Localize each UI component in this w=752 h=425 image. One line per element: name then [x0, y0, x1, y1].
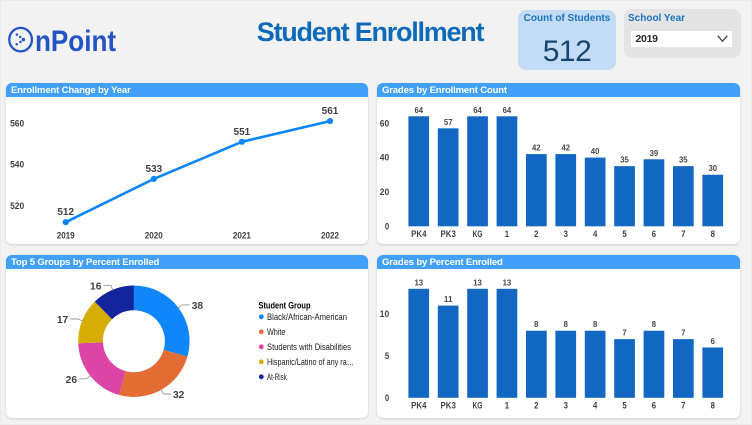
svg-text:520: 520 [10, 201, 24, 211]
svg-text:57: 57 [444, 118, 453, 127]
svg-text:4: 4 [593, 401, 598, 411]
svg-text:0: 0 [385, 222, 389, 232]
svg-text:3: 3 [564, 401, 568, 411]
svg-text:At-Risk: At-Risk [267, 372, 287, 382]
svg-text:8: 8 [534, 320, 539, 329]
svg-text:5: 5 [385, 351, 389, 361]
svg-text:KG: KG [472, 401, 482, 411]
svg-text:64: 64 [503, 106, 512, 115]
svg-text:5: 5 [622, 229, 626, 239]
svg-text:PK3: PK3 [441, 229, 456, 239]
svg-text:540: 540 [10, 160, 24, 170]
svg-text:3: 3 [564, 229, 568, 239]
svg-text:8: 8 [711, 229, 715, 239]
svg-text:60: 60 [380, 118, 389, 128]
svg-text:512: 512 [57, 207, 74, 218]
svg-text:11: 11 [444, 295, 453, 304]
svg-text:13: 13 [503, 278, 512, 287]
svg-text:26: 26 [66, 375, 78, 386]
svg-text:42: 42 [532, 144, 541, 153]
svg-text:PK3: PK3 [441, 401, 456, 411]
svg-text:20: 20 [380, 187, 389, 197]
svg-text:10: 10 [380, 309, 389, 319]
svg-text:8: 8 [593, 320, 598, 329]
svg-text:7: 7 [681, 401, 685, 411]
svg-text:PK4: PK4 [411, 401, 427, 411]
svg-text:13: 13 [415, 278, 424, 287]
svg-text:6: 6 [711, 337, 716, 346]
svg-text:PK4: PK4 [411, 229, 427, 239]
svg-text:2020: 2020 [145, 231, 163, 241]
svg-text:KG: KG [472, 229, 482, 239]
svg-text:7: 7 [681, 229, 685, 239]
svg-text:1: 1 [505, 229, 509, 239]
svg-text:560: 560 [10, 118, 24, 128]
svg-text:16: 16 [90, 281, 102, 292]
svg-text:35: 35 [620, 156, 629, 165]
svg-text:2: 2 [534, 401, 538, 411]
svg-text:4: 4 [593, 229, 598, 239]
svg-text:30: 30 [709, 164, 718, 173]
svg-text:2021: 2021 [233, 231, 251, 241]
svg-text:6: 6 [652, 401, 656, 411]
svg-text:7: 7 [681, 329, 686, 338]
svg-text:Students with Disabilities: Students with Disabilities [267, 342, 351, 352]
svg-text:8: 8 [652, 320, 657, 329]
svg-text:64: 64 [473, 106, 482, 115]
svg-text:nPoint: nPoint [35, 24, 117, 57]
svg-text:17: 17 [57, 315, 69, 326]
svg-text:5: 5 [622, 401, 626, 411]
svg-text:2022: 2022 [321, 231, 339, 241]
svg-text:7: 7 [622, 329, 627, 338]
svg-text:6: 6 [652, 229, 656, 239]
svg-text:White: White [267, 327, 285, 337]
svg-text:40: 40 [591, 147, 600, 156]
svg-text:8: 8 [564, 320, 569, 329]
svg-text:Hispanic/Latino of any ra…: Hispanic/Latino of any ra… [267, 357, 354, 367]
svg-text:35: 35 [679, 156, 688, 165]
svg-text:39: 39 [650, 149, 659, 158]
svg-text:1: 1 [505, 401, 509, 411]
svg-text:13: 13 [473, 278, 482, 287]
svg-text:Black/African-American: Black/African-American [267, 312, 347, 322]
svg-text:8: 8 [711, 401, 715, 411]
svg-text:2019: 2019 [57, 231, 75, 241]
svg-text:561: 561 [322, 106, 339, 117]
svg-text:551: 551 [234, 127, 251, 138]
svg-text:0: 0 [385, 393, 389, 403]
svg-text:40: 40 [380, 153, 389, 163]
svg-text:32: 32 [173, 390, 185, 401]
svg-text:64: 64 [415, 106, 424, 115]
svg-text:42: 42 [562, 144, 571, 153]
svg-text:533: 533 [145, 164, 162, 175]
svg-text:38: 38 [192, 301, 204, 312]
svg-text:2: 2 [534, 229, 538, 239]
svg-text:Student Group: Student Group [259, 300, 311, 311]
